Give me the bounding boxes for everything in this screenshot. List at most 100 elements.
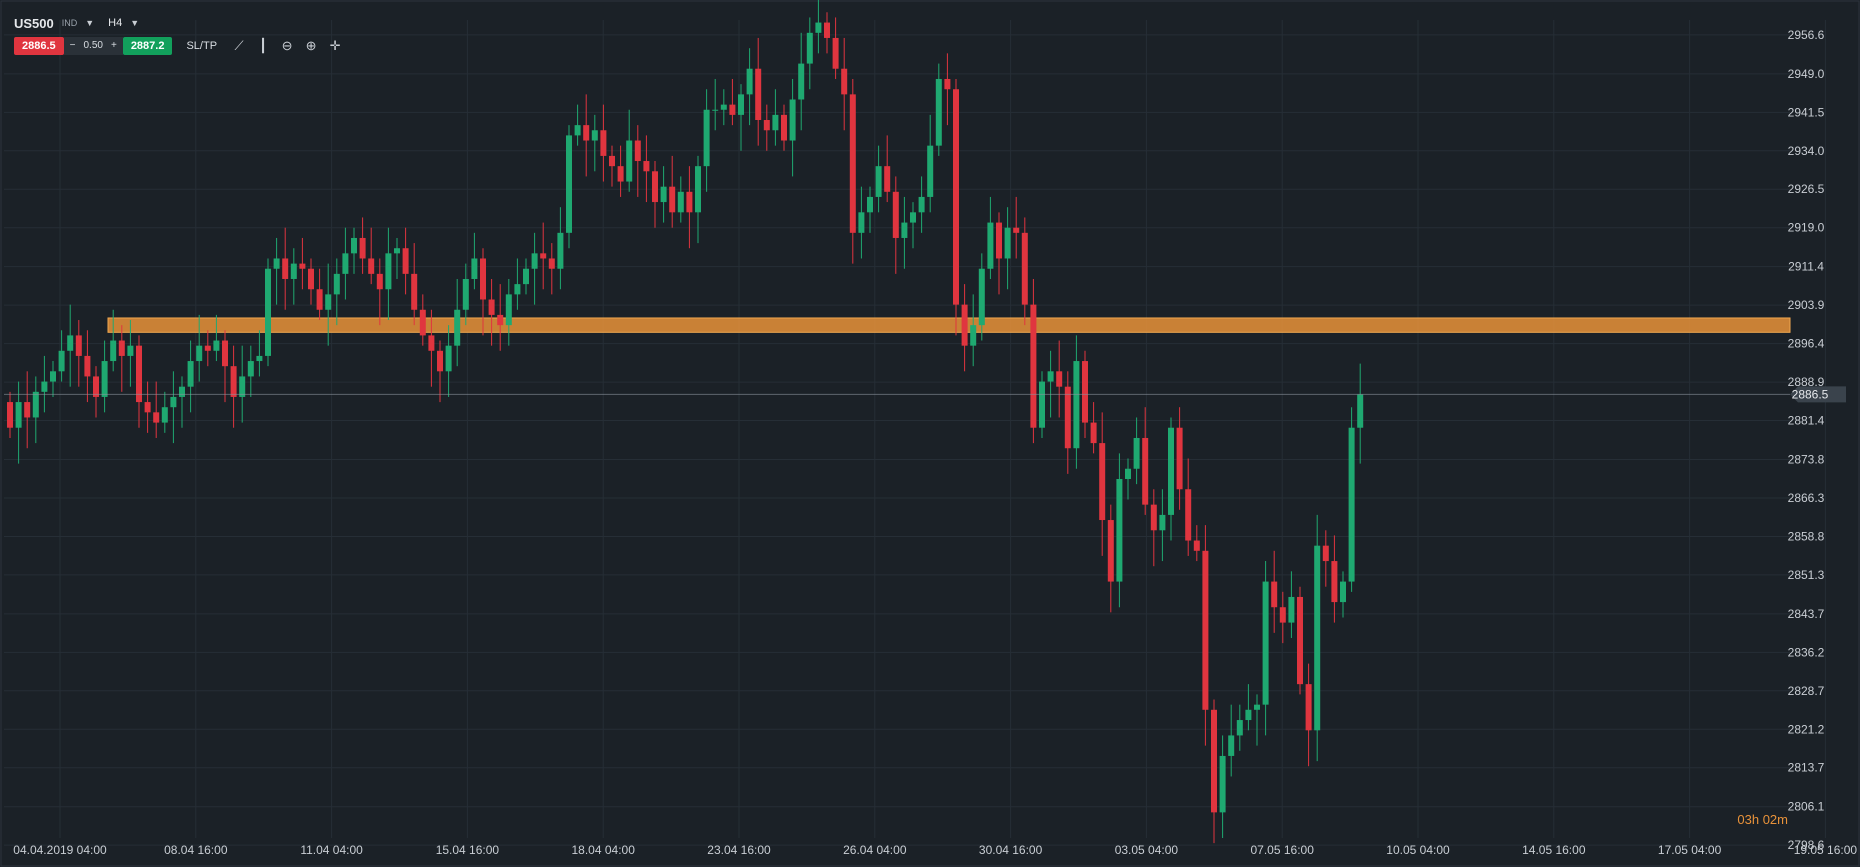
candle-body (58, 350, 65, 372)
candle (1219, 735, 1226, 838)
candle (1305, 663, 1312, 767)
sltp-button[interactable]: SL/TP (186, 40, 218, 52)
candle-body (729, 104, 736, 115)
candle-body (170, 396, 177, 408)
timeframe-select[interactable]: H4 (108, 17, 123, 29)
candle (118, 325, 125, 392)
candle (213, 314, 220, 362)
chevron-down-icon[interactable]: ▼ (85, 18, 95, 28)
candle-body (101, 361, 108, 397)
candle-body (282, 258, 289, 279)
candle (815, 0, 822, 54)
countdown-minutes: 02 (1762, 812, 1778, 827)
time-axis: 04.04.2019 04:00 08.04 16:00 11.04 04:00 15… (13, 843, 1857, 857)
candle-body (428, 335, 435, 351)
y-tick-label: 2881.4 (1788, 414, 1825, 428)
candle-body (1013, 227, 1020, 233)
candle-body (858, 212, 865, 233)
symbol-name[interactable]: US500 (14, 15, 54, 31)
candle (531, 232, 538, 305)
candle-body (1168, 427, 1174, 515)
x-tick-label: 15.04 16:00 (436, 843, 500, 857)
spread-value: 0.50 (83, 40, 103, 51)
candles-icon[interactable]: ┃ (259, 38, 267, 53)
candle-body (75, 335, 82, 356)
candle (93, 366, 99, 418)
candle (626, 109, 633, 192)
sell-button[interactable]: 2886.5 (14, 37, 64, 55)
crosshair-icon[interactable]: ✛ (329, 38, 341, 53)
candle-body (910, 212, 916, 223)
candle-body (996, 222, 1002, 259)
x-tick-label: 23.04 16:00 (707, 843, 771, 857)
candle-body (566, 135, 572, 233)
candle (987, 196, 994, 279)
candle (290, 248, 297, 305)
quote-bar: 2886.5 − 0.50 + 2887.2 SL/TP ⟋ ┃ ⊖ ⊕ ✛ (14, 36, 343, 56)
x-tick-label: 30.04 16:00 (979, 843, 1043, 857)
candle (961, 284, 968, 372)
candle-body (230, 366, 237, 397)
candle (505, 278, 512, 346)
candle (677, 176, 684, 223)
candle-body (222, 340, 228, 367)
candle (591, 114, 598, 172)
candle-body (50, 371, 56, 382)
candle-body (136, 345, 142, 403)
line-chart-icon[interactable]: ⟋ (234, 38, 244, 53)
candle (875, 145, 882, 213)
candle-body (1030, 304, 1037, 428)
candle (41, 355, 48, 413)
candle-body (316, 289, 323, 310)
candle-body (1288, 596, 1295, 623)
candle (566, 125, 572, 249)
candle-body (1176, 427, 1183, 490)
candle-body (196, 345, 203, 362)
candle (1288, 571, 1295, 638)
x-tick-label: 07.05 16:00 (1250, 843, 1314, 857)
buy-button[interactable]: 2887.2 (122, 37, 173, 55)
current-price-label: 2886.5 (1792, 387, 1829, 401)
candle (574, 104, 581, 146)
candle (781, 104, 787, 151)
candle-body (454, 309, 461, 346)
candle (256, 330, 263, 377)
decrease-button[interactable]: − (69, 40, 76, 51)
zoom-out-icon[interactable]: ⊖ (281, 38, 293, 53)
candle-body (935, 78, 942, 146)
candle-body (591, 130, 598, 141)
candle (437, 340, 443, 403)
x-tick-label: 14.05 16:00 (1522, 843, 1586, 857)
candle-body (376, 273, 383, 290)
candle-countdown: 03h 02m (1737, 812, 1788, 827)
candle-body (359, 237, 366, 259)
candle (1228, 704, 1235, 777)
candle (1211, 699, 1217, 844)
candle (978, 253, 985, 341)
candle (557, 207, 564, 290)
candle-body (738, 94, 744, 115)
candle-body (677, 191, 684, 213)
candle-body (643, 161, 650, 172)
candle (1168, 417, 1174, 541)
y-tick-label: 2836.2 (1788, 645, 1825, 659)
candle (858, 186, 865, 259)
candle-body (1159, 514, 1166, 531)
zoom-in-icon[interactable]: ⊕ (305, 38, 317, 53)
candle (755, 37, 762, 146)
candle-body (385, 253, 392, 290)
candle (419, 294, 426, 346)
candle-body (1211, 709, 1217, 813)
candle (540, 222, 547, 290)
candle-body (1099, 443, 1106, 521)
chevron-down-icon[interactable]: ▼ (130, 18, 140, 28)
candle-body (1348, 427, 1355, 582)
candle-body (1322, 545, 1329, 562)
symbol-tag: IND (61, 18, 78, 28)
candle-body (1004, 227, 1011, 259)
candle (686, 166, 693, 249)
candle (660, 166, 667, 223)
candle-body (497, 314, 504, 326)
increase-button[interactable]: + (110, 40, 117, 51)
